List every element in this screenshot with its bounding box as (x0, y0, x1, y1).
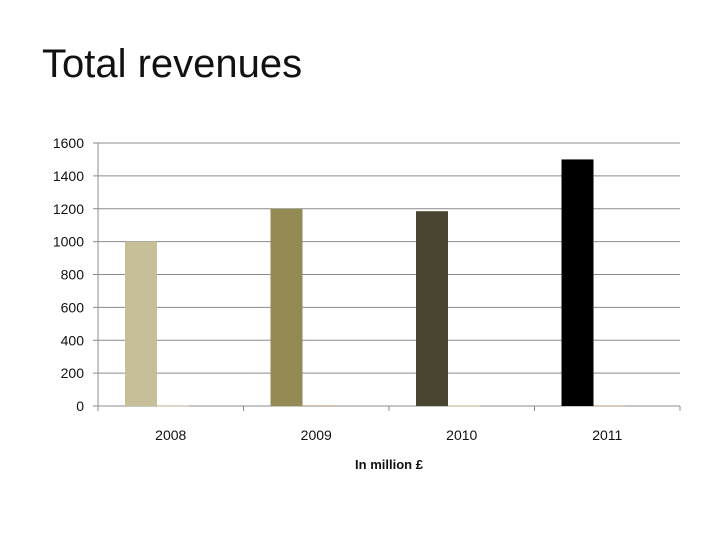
y-tick-label: 200 (61, 365, 85, 381)
x-tick-label: 2008 (155, 427, 186, 443)
bars (125, 159, 626, 407)
bar-secondary-2009 (302, 405, 335, 406)
bar-2008 (125, 241, 157, 406)
y-tick-label: 1600 (53, 135, 84, 151)
y-tick-label: 1400 (53, 168, 84, 184)
tick-labels: 0 200 400 600 800 1000 1200 1400 1600 2008 2009 201… (53, 135, 623, 443)
x-tick-label: 2011 (592, 427, 622, 443)
y-tick-label: 1200 (53, 201, 84, 217)
x-tick-label: 2010 (446, 427, 477, 443)
x-axis-title: In million £ (355, 457, 424, 472)
y-tick-label: 0 (76, 398, 84, 414)
x-tick-label: 2009 (301, 427, 332, 443)
bar-2009 (270, 208, 303, 406)
y-tick-label: 800 (61, 267, 85, 283)
bar-secondary-2011 (593, 405, 626, 407)
bar-secondary-2008 (157, 405, 189, 407)
bar-secondary-2010 (448, 405, 480, 407)
bar-2010 (416, 211, 448, 406)
slide-title: Total revenues (42, 42, 303, 86)
y-tick-label: 1000 (53, 234, 84, 250)
bar-2011 (561, 159, 594, 406)
y-tick-label: 400 (61, 332, 85, 348)
y-tick-label: 600 (61, 299, 85, 315)
